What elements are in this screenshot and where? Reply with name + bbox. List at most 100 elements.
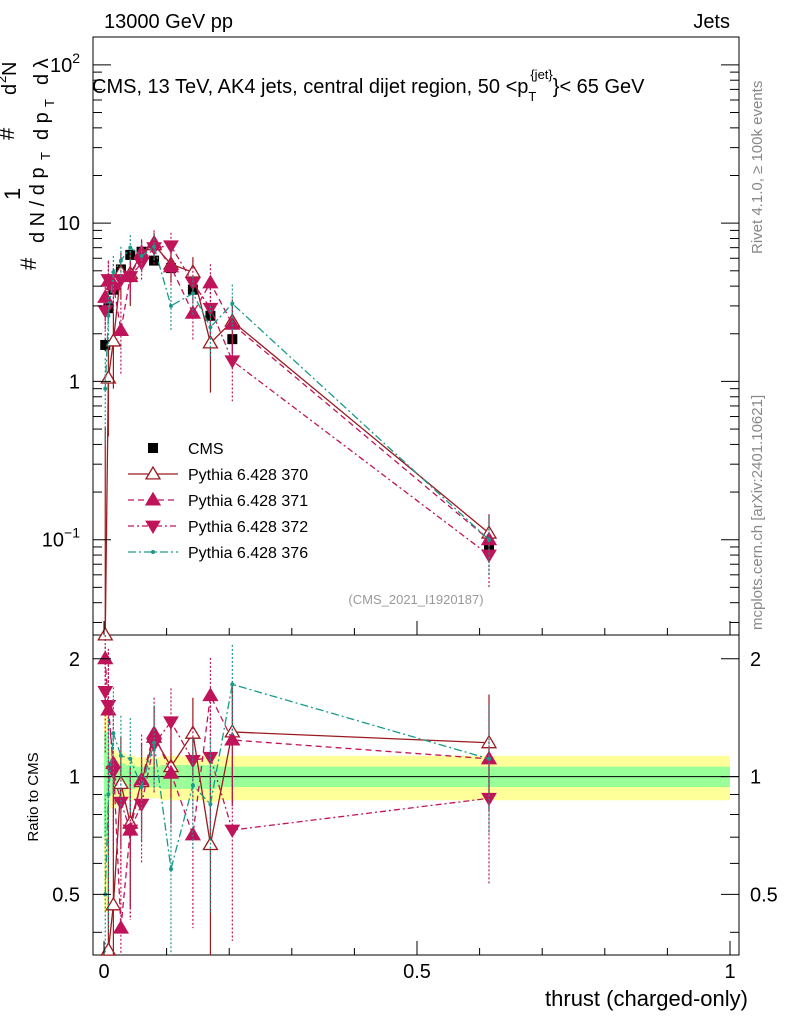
y-tick-label-ratio-left-0: 0.5 bbox=[52, 884, 80, 906]
ratio-point-pythia-6-428-372-0 bbox=[97, 686, 114, 700]
ratio-point-pythia-6-428-372-1 bbox=[100, 699, 117, 714]
ratio-point-pythia-6-428-376-10 bbox=[230, 682, 235, 687]
point-pythia-6-428-376-3 bbox=[118, 258, 123, 263]
y-tick-label-ratio-left-2: 2 bbox=[69, 649, 80, 671]
side-text-rivet: Rivet 4.1.0, ≥ 100k events bbox=[749, 81, 766, 254]
ratio-point-pythia-6-428-370-2 bbox=[105, 896, 122, 911]
point-pythia-6-428-371-7 bbox=[162, 258, 180, 273]
legend-marker bbox=[151, 550, 155, 554]
y-label-hash2: # bbox=[0, 127, 19, 140]
ratio-point-pythia-6-428-372-5 bbox=[133, 798, 150, 813]
legend-marker bbox=[148, 443, 158, 453]
ratio-series-layer bbox=[97, 635, 498, 956]
series-line-pythia-6-428-370 bbox=[104, 243, 490, 636]
ratio-point-pythia-6-428-376-2 bbox=[111, 731, 116, 736]
point-pythia-6-428-372-9 bbox=[202, 302, 219, 317]
point-pythia-6-428-376-2 bbox=[111, 270, 116, 275]
point-cms-0 bbox=[100, 339, 111, 350]
series-pythia-6-428-376 bbox=[103, 234, 491, 575]
ratio-point-pythia-6-428-376-3 bbox=[118, 753, 123, 758]
point-pythia-6-428-376-10 bbox=[230, 301, 235, 306]
point-pythia-6-428-371-9 bbox=[202, 274, 219, 289]
ratio-point-pythia-6-428-371-7 bbox=[162, 764, 180, 779]
legend-item-cms: CMS bbox=[148, 441, 224, 458]
legend-label: CMS bbox=[188, 441, 224, 458]
y-tick-label-ratio-right-2: 2 bbox=[750, 649, 761, 671]
point-pythia-6-428-371-3 bbox=[112, 322, 130, 336]
legend-item-pythia-6-428-376: Pythia 6.428 376 bbox=[128, 545, 308, 562]
point-pythia-6-428-376-4 bbox=[128, 245, 133, 250]
ratio-point-pythia-6-428-376-9 bbox=[208, 802, 213, 807]
y-label-hash1: # bbox=[16, 257, 41, 270]
point-pythia-6-428-372-7 bbox=[163, 240, 179, 254]
point-pythia-6-428-371-8 bbox=[184, 304, 202, 319]
y-label-t1: T bbox=[38, 152, 53, 160]
point-pythia-6-428-376-0 bbox=[103, 386, 108, 391]
legend-label: Pythia 6.428 376 bbox=[188, 545, 308, 562]
ratio-point-pythia-6-428-372-4 bbox=[122, 824, 139, 839]
point-pythia-6-428-372-3 bbox=[113, 274, 129, 288]
y-label-dlambda: d λ bbox=[31, 58, 53, 85]
y-tick-label-ratio-right-1: 1 bbox=[750, 767, 761, 789]
legend-marker bbox=[145, 520, 161, 534]
series-line-pythia-6-428-376 bbox=[104, 245, 490, 541]
ratio-line-pythia-6-428-372 bbox=[104, 691, 490, 832]
point-cms-6 bbox=[149, 255, 160, 266]
ratio-point-pythia-6-428-376-1 bbox=[106, 792, 111, 797]
point-pythia-6-428-376-9 bbox=[208, 325, 213, 330]
point-pythia-6-428-372-11 bbox=[481, 549, 497, 564]
ratio-plot-frame bbox=[92, 634, 740, 956]
header-left: 13000 GeV pp bbox=[104, 11, 233, 33]
legend: CMS Pythia 6.428 370 Pythia 6.428 371 Pythi… bbox=[128, 441, 308, 562]
legend-label: Pythia 6.428 371 bbox=[188, 493, 308, 510]
y-tick-label-main-3: 10−1 bbox=[42, 525, 80, 552]
x-tick-label-1: 0.5 bbox=[403, 961, 431, 983]
point-pythia-6-428-376-7 bbox=[168, 303, 173, 308]
y-label-t2: T bbox=[42, 99, 57, 107]
legend-label: Pythia 6.428 372 bbox=[188, 519, 308, 536]
y-label-one: 1 bbox=[0, 188, 25, 200]
y-axis-label-main: # 1 d N / d p T # d p T d 2 N d λ bbox=[0, 58, 57, 270]
ratio-point-pythia-6-428-371-3 bbox=[112, 919, 130, 934]
ratio-point-pythia-6-428-371-8 bbox=[184, 826, 202, 841]
ratio-point-pythia-6-428-376-7 bbox=[168, 867, 173, 872]
legend-item-pythia-6-428-370: Pythia 6.428 370 bbox=[128, 465, 308, 484]
ratio-point-pythia-6-428-376-11 bbox=[486, 756, 491, 761]
ratio-point-pythia-6-428-376-6 bbox=[152, 740, 157, 745]
x-tick-label-2: 1 bbox=[724, 961, 735, 983]
legend-label: Pythia 6.428 370 bbox=[188, 467, 308, 484]
ratio-point-pythia-6-428-371-0 bbox=[97, 650, 114, 665]
legend-item-pythia-6-428-372: Pythia 6.428 372 bbox=[128, 519, 308, 536]
legend-marker bbox=[144, 491, 162, 506]
ratio-point-pythia-6-428-372-7 bbox=[163, 716, 179, 730]
y-tick-label-ratio-right-0: 0.5 bbox=[750, 884, 778, 906]
ratio-point-pythia-6-428-376-4 bbox=[128, 756, 133, 761]
legend-marker bbox=[144, 465, 162, 480]
point-pythia-6-428-376-5 bbox=[139, 254, 144, 259]
band-green-0 bbox=[104, 731, 108, 838]
ratio-series-pythia-6-428-376 bbox=[103, 644, 491, 955]
ratio-line-pythia-6-428-371 bbox=[104, 658, 490, 929]
y-tick-label-main-1: 10 bbox=[58, 213, 80, 235]
plot-title: CMS, 13 TeV, AK4 jets, central dijet reg… bbox=[92, 67, 645, 104]
y-label-d2n: d bbox=[0, 84, 21, 95]
y-label-two: 2 bbox=[0, 76, 9, 83]
y-tick-label-main-0: 102 bbox=[50, 50, 80, 77]
ratio-point-pythia-6-428-372-10 bbox=[224, 824, 241, 839]
point-pythia-6-428-370-2 bbox=[105, 332, 122, 347]
legend-item-pythia-6-428-371: Pythia 6.428 371 bbox=[128, 491, 308, 510]
x-axis-label: thrust (charged-only) bbox=[545, 986, 748, 1011]
point-pythia-6-428-372-10 bbox=[224, 355, 241, 369]
point-pythia-6-428-376-8 bbox=[190, 291, 195, 296]
y-label-dn-dpt: d N / d p bbox=[27, 167, 49, 243]
point-pythia-6-428-376-11 bbox=[486, 537, 491, 542]
x-tick-label-0: 0 bbox=[98, 961, 109, 983]
y-axis-label-ratio: Ratio to CMS bbox=[25, 752, 42, 841]
analysis-watermark: (CMS_2021_I1920187) bbox=[348, 592, 483, 607]
point-pythia-6-428-376-1 bbox=[106, 313, 111, 318]
series-pythia-6-428-370 bbox=[97, 232, 498, 641]
y-tick-label-ratio-left-1: 1 bbox=[69, 767, 80, 789]
ratio-series-pythia-6-428-370 bbox=[100, 681, 498, 956]
point-pythia-6-428-372-4 bbox=[122, 271, 139, 285]
